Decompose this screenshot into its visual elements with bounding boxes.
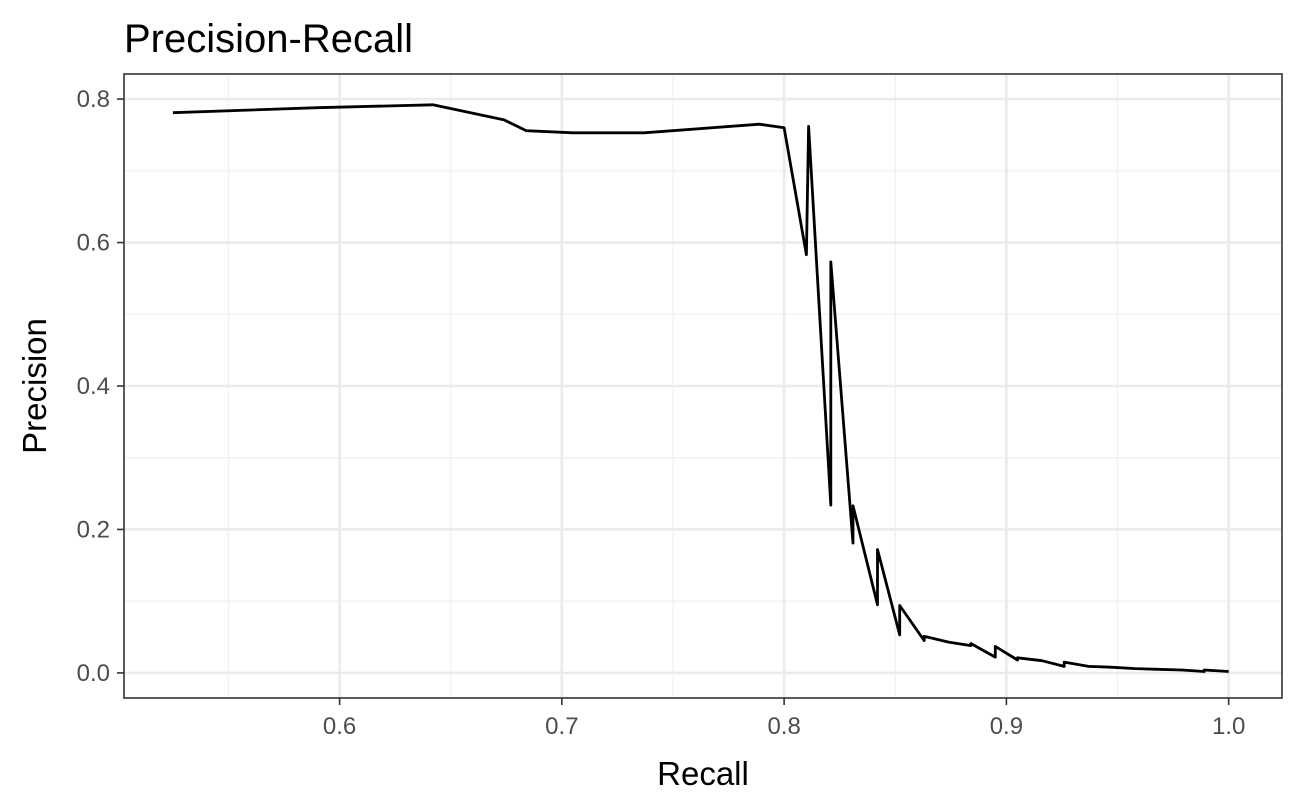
y-axis-title: Precision [16,318,53,454]
y-tick-label: 0.0 [77,660,110,687]
series-layer [172,103,1229,673]
x-tick-label: 0.7 [545,713,578,740]
y-tick-label: 0.4 [77,373,110,400]
y-axis-ticks: 0.0 0.2 0.4 0.6 0.8 [77,86,124,687]
x-tick-label: 0.9 [990,713,1023,740]
y-tick-label: 0.6 [77,230,110,257]
major-gridlines [124,74,1282,698]
chart-title: Precision-Recall [124,17,413,61]
precision-recall-line [172,103,1229,673]
x-axis-ticks: 0.6 0.7 0.8 0.9 1.0 [323,698,1245,740]
y-tick-label: 0.2 [77,516,110,543]
x-axis-title: Recall [657,755,749,792]
x-tick-label: 1.0 [1212,713,1245,740]
x-tick-label: 0.8 [767,713,800,740]
y-tick-label: 0.8 [77,86,110,113]
x-tick-label: 0.6 [323,713,356,740]
